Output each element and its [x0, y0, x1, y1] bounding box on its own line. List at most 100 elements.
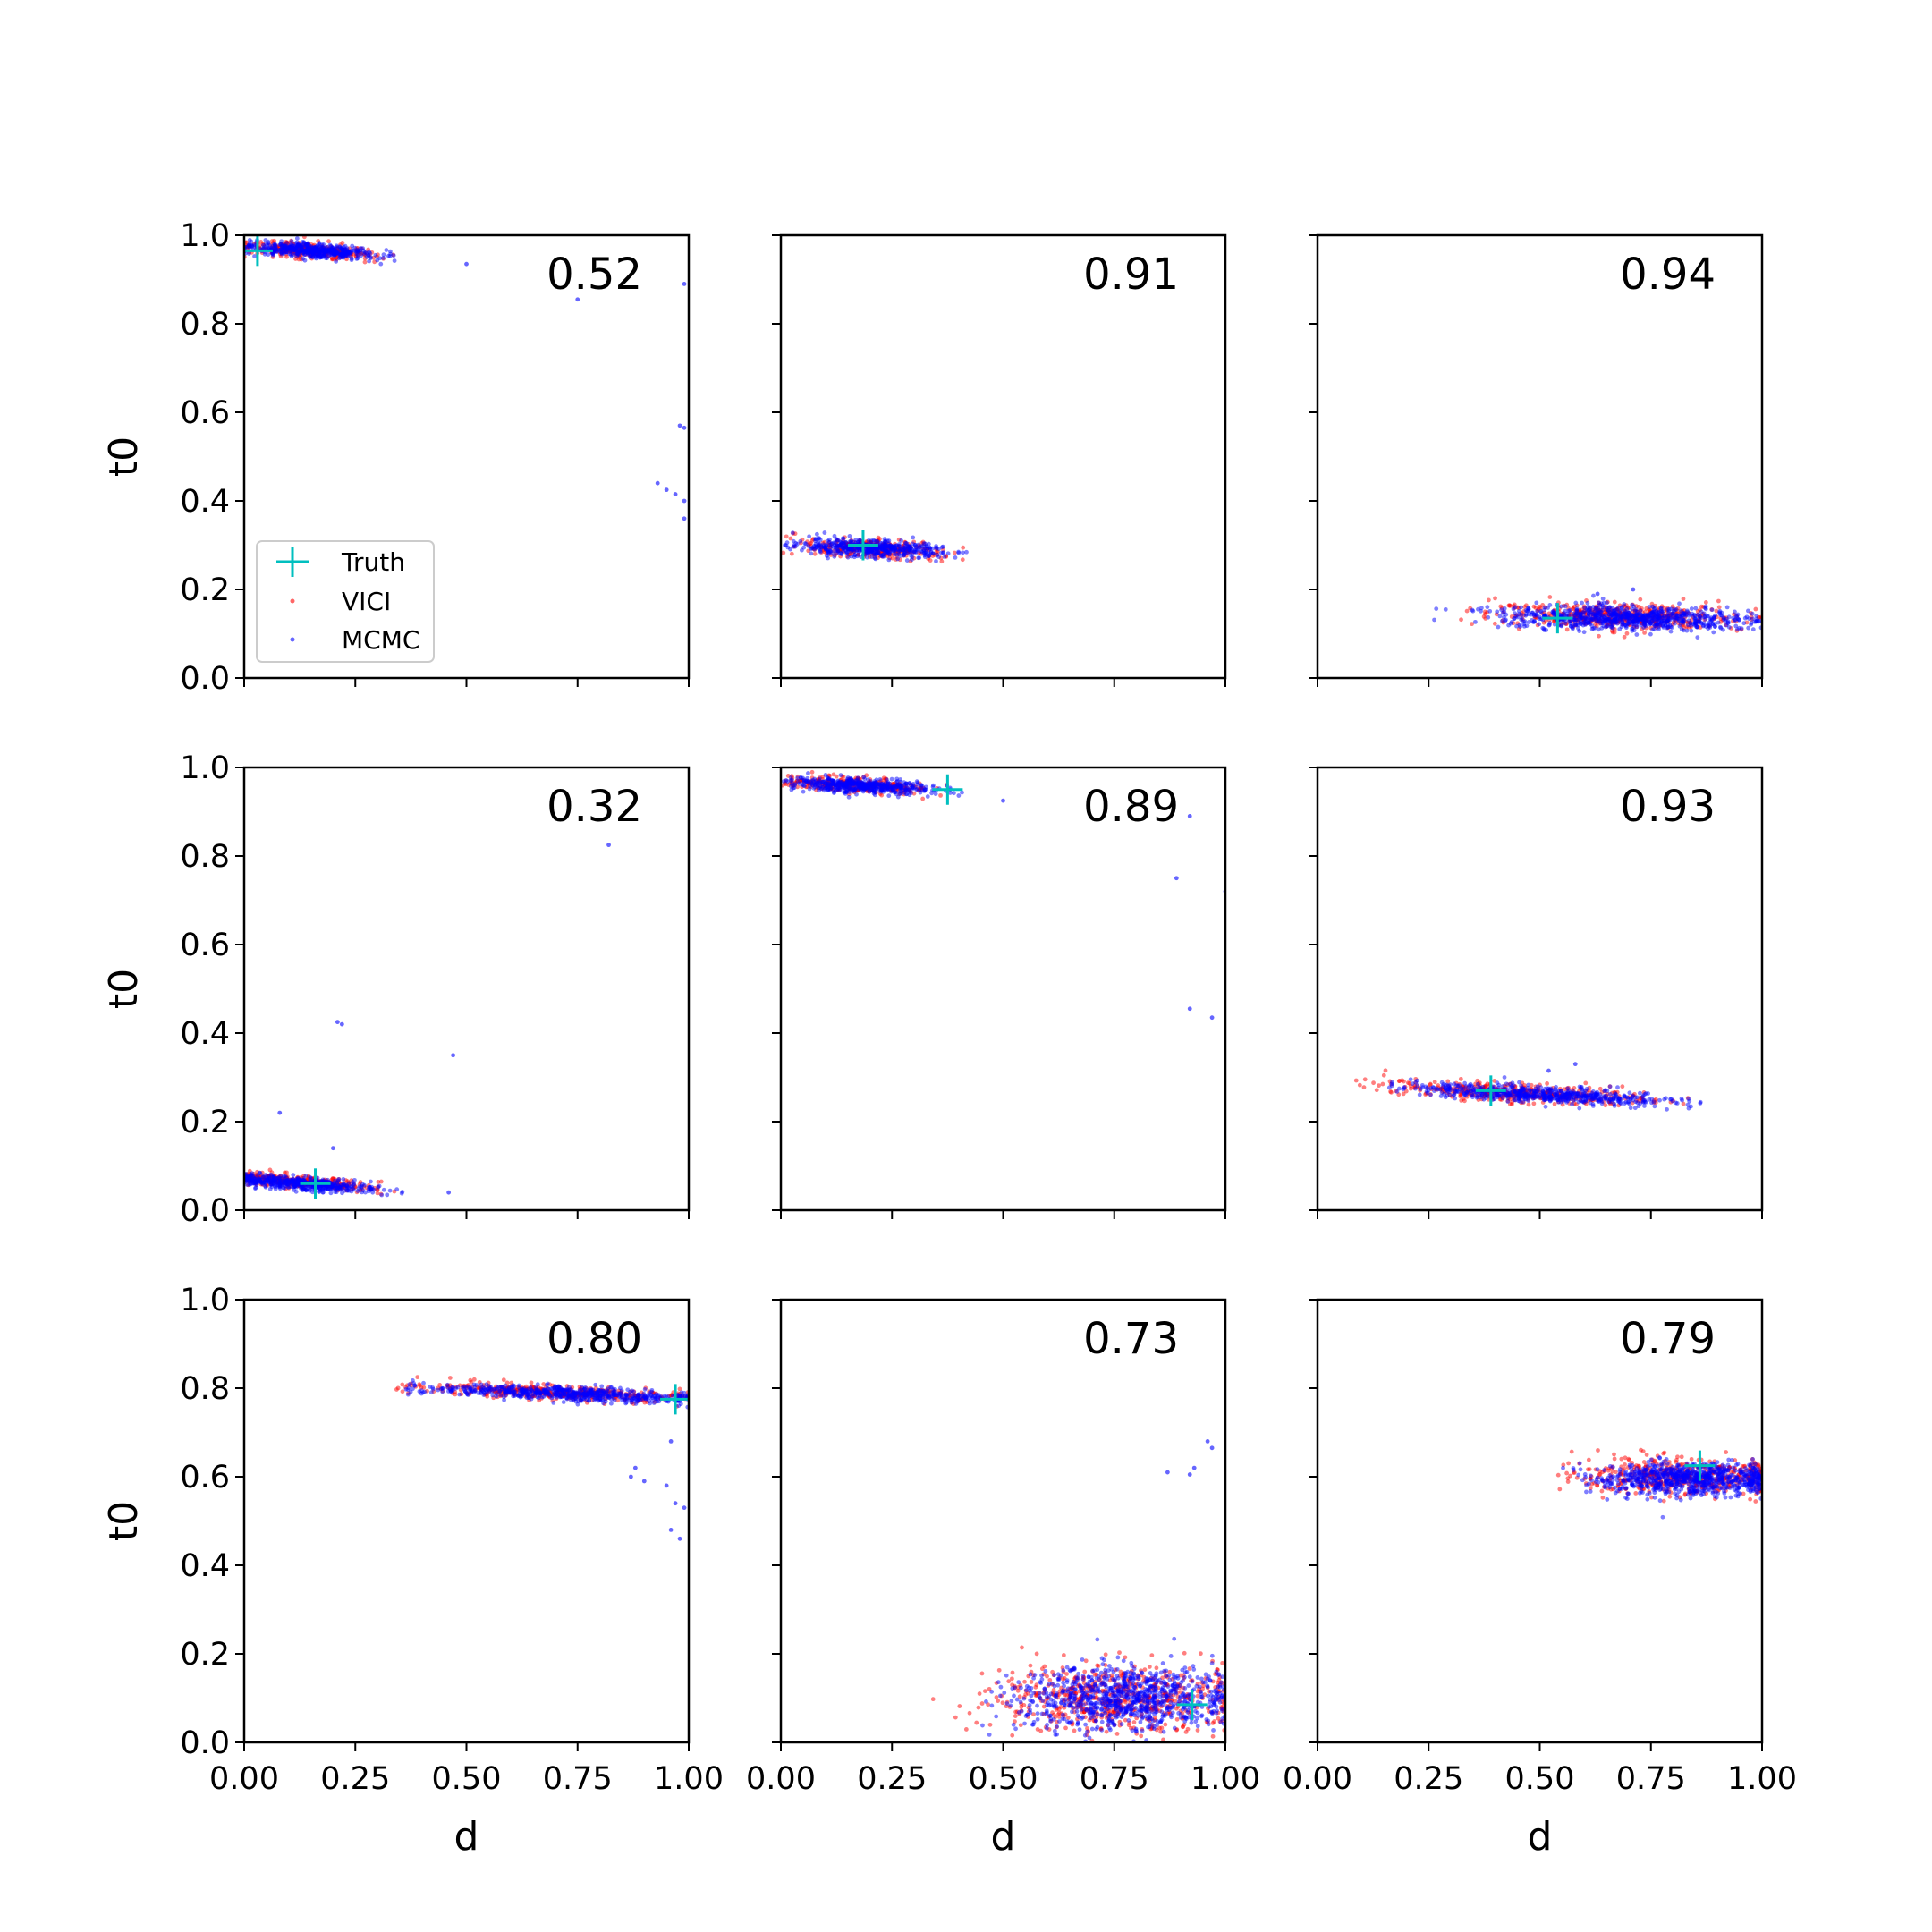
- mcmc-point: [1668, 629, 1674, 634]
- mcmc-point: [1516, 608, 1521, 614]
- mcmc-point: [350, 243, 355, 249]
- mcmc-outlier-point: [1001, 798, 1005, 803]
- mcmc-point: [253, 1185, 258, 1191]
- mcmc-point: [832, 543, 837, 548]
- mcmc-point: [939, 545, 945, 550]
- vici-point: [1432, 1080, 1437, 1085]
- mcmc-point: [1711, 630, 1716, 635]
- mcmc-point: [1596, 627, 1601, 632]
- mcmc-point: [795, 779, 801, 784]
- mcmc-point: [308, 1177, 313, 1182]
- mcmc-point: [1695, 635, 1700, 640]
- vici-point: [1401, 1091, 1406, 1097]
- mcmc-point: [1432, 617, 1436, 623]
- mcmc-point: [1703, 604, 1708, 609]
- mcmc-point: [316, 242, 320, 248]
- mcmc-outlier-point: [1631, 587, 1636, 592]
- mcmc-point: [1737, 625, 1741, 631]
- mcmc-outlier-point: [606, 843, 611, 848]
- mcmc-point: [934, 544, 939, 548]
- vici-point: [1597, 633, 1601, 639]
- mcmc-point: [318, 249, 323, 254]
- mcmc-point: [1559, 623, 1564, 629]
- mcmc-point: [1496, 624, 1501, 630]
- vici-point: [1622, 634, 1627, 640]
- scatter-points: [244, 843, 611, 1199]
- vici-point: [1371, 1080, 1376, 1086]
- vici-point: [1493, 596, 1497, 601]
- mcmc-point: [936, 555, 941, 560]
- mcmc-point: [1578, 620, 1583, 625]
- mcmc-point: [894, 543, 900, 548]
- mcmc-point: [854, 784, 860, 790]
- y-tick-label: 0.2: [180, 572, 230, 608]
- vici-point: [1695, 609, 1700, 614]
- mcmc-point: [911, 535, 916, 540]
- mcmc-point: [900, 785, 905, 791]
- mcmc-point: [1601, 600, 1606, 606]
- mcmc-point: [1512, 616, 1517, 621]
- mcmc-point: [1586, 607, 1591, 613]
- mcmc-point: [341, 1182, 346, 1187]
- vici-point: [1703, 600, 1708, 605]
- vici-point: [1459, 617, 1463, 623]
- mcmc-point: [1733, 623, 1739, 629]
- mcmc-point: [1597, 611, 1601, 616]
- vici-point: [284, 1170, 289, 1175]
- mcmc-point: [879, 788, 884, 792]
- vici-point: [928, 558, 933, 563]
- vici-point: [1546, 611, 1552, 616]
- mcmc-points: [244, 236, 397, 267]
- mcmc-outlier-point: [1174, 876, 1179, 881]
- mcmc-point: [251, 242, 257, 248]
- mcmc-point: [817, 541, 822, 547]
- mcmc-point: [1677, 601, 1682, 606]
- mcmc-point: [854, 792, 859, 797]
- panel-value-label: 0.91: [1083, 250, 1179, 300]
- mcmc-point: [886, 780, 891, 784]
- mcmc-point: [1633, 607, 1639, 612]
- mcmc-point: [287, 251, 292, 257]
- mcmc-point: [791, 538, 796, 544]
- mcmc-point: [360, 1182, 365, 1187]
- mcmc-point: [1754, 614, 1759, 618]
- mcmc-point: [828, 785, 834, 790]
- mcmc-outliers: [1595, 587, 1636, 597]
- mcmc-point: [898, 780, 903, 784]
- mcmc-point: [911, 781, 916, 786]
- mcmc-point: [1582, 606, 1587, 610]
- mcmc-point: [871, 788, 877, 793]
- mcmc-point: [1682, 618, 1687, 623]
- mcmc-point: [1634, 623, 1639, 628]
- mcmc-point: [1613, 620, 1618, 625]
- mcmc-point: [1684, 628, 1690, 633]
- mcmc-point: [964, 549, 969, 555]
- mcmc-point: [851, 788, 856, 793]
- mcmc-point: [352, 1187, 356, 1192]
- mcmc-outlier-point: [277, 1110, 283, 1115]
- y-tick-label: 0.0: [180, 1193, 230, 1229]
- mcmc-outlier-point: [682, 516, 687, 521]
- vici-point: [1389, 1089, 1394, 1095]
- mcmc-point: [922, 553, 928, 558]
- mcmc-point: [334, 1190, 339, 1195]
- mcmc-point: [1623, 623, 1629, 629]
- mcmc-point: [834, 537, 839, 542]
- mcmc-point: [822, 530, 827, 535]
- y-axis-label: t0: [101, 969, 147, 1009]
- mcmc-point: [387, 249, 393, 254]
- mcmc-point: [341, 1177, 346, 1182]
- mcmc-point: [801, 545, 807, 550]
- mcmc-outlier-point: [331, 1146, 335, 1151]
- mcmc-point: [835, 551, 839, 555]
- mcmc-outlier-point: [1209, 1015, 1215, 1021]
- vici-point: [1522, 605, 1527, 609]
- mcmc-point: [279, 239, 284, 244]
- mcmc-point: [340, 1191, 344, 1196]
- mcmc-point: [1709, 607, 1715, 613]
- mcmc-point: [879, 544, 885, 548]
- mcmc-point: [1692, 620, 1698, 625]
